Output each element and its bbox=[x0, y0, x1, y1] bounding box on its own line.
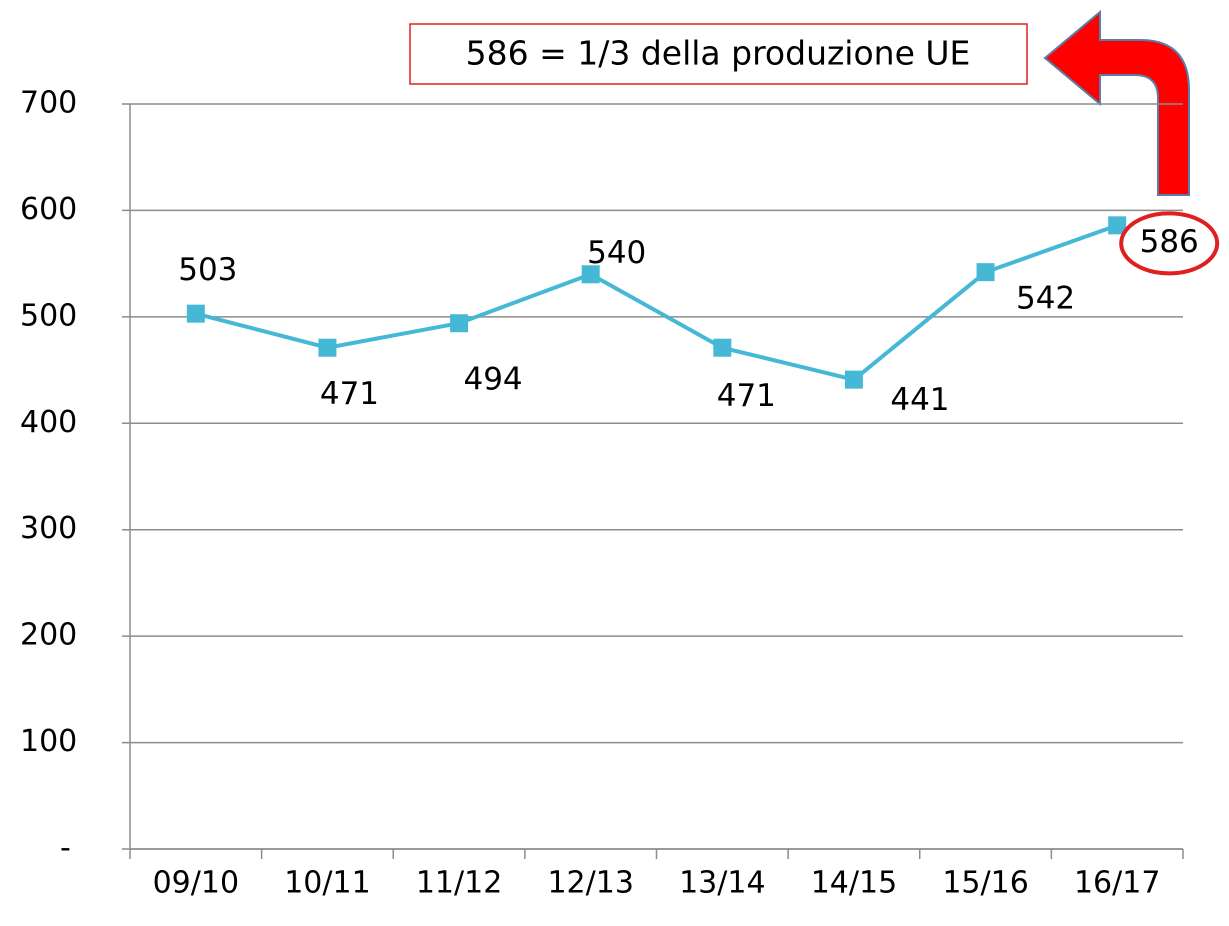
y-tick-label: 700 bbox=[20, 86, 77, 121]
line bbox=[195, 223, 1118, 382]
marker bbox=[186, 304, 205, 323]
annotation-box bbox=[409, 23, 1028, 85]
x-tick-label: 16/17 bbox=[1074, 866, 1160, 901]
marker bbox=[581, 265, 600, 284]
data-label: 471 bbox=[320, 376, 379, 412]
x-tick-label: 09/10 bbox=[153, 866, 239, 901]
y-tick-label: 400 bbox=[20, 405, 77, 440]
y-tick-label: 500 bbox=[20, 298, 77, 333]
marker bbox=[450, 314, 469, 333]
arrow bbox=[1043, 9, 1190, 196]
data-label: 494 bbox=[463, 362, 522, 398]
marker bbox=[1108, 216, 1127, 235]
marker bbox=[844, 370, 863, 389]
data-label: 542 bbox=[1016, 281, 1075, 317]
y-tick-label: 600 bbox=[20, 192, 77, 227]
data-label: 586 bbox=[1140, 224, 1199, 260]
data-label: 471 bbox=[717, 378, 776, 414]
marker bbox=[713, 338, 732, 357]
y-tick-label: 300 bbox=[20, 511, 77, 546]
x-tick-label: 14/15 bbox=[811, 866, 897, 901]
annotation: 586 = 1/3 della produzione UE bbox=[466, 34, 971, 73]
x-tick-label: 11/12 bbox=[416, 866, 502, 901]
x-tick-label: 13/14 bbox=[679, 866, 765, 901]
y-tick-label: 200 bbox=[20, 618, 77, 653]
data-label: 441 bbox=[890, 382, 949, 418]
data-label: 540 bbox=[587, 235, 646, 271]
data-label: 503 bbox=[178, 252, 237, 288]
marker bbox=[976, 263, 995, 282]
highlight-ellipse bbox=[1119, 211, 1220, 276]
y-tick-label: - bbox=[60, 831, 71, 866]
x-tick-label: 10/11 bbox=[284, 866, 370, 901]
y-tick-label: 100 bbox=[20, 724, 77, 759]
x-tick-label: 15/16 bbox=[942, 866, 1028, 901]
marker bbox=[318, 338, 337, 357]
x-tick-label: 12/13 bbox=[547, 866, 633, 901]
